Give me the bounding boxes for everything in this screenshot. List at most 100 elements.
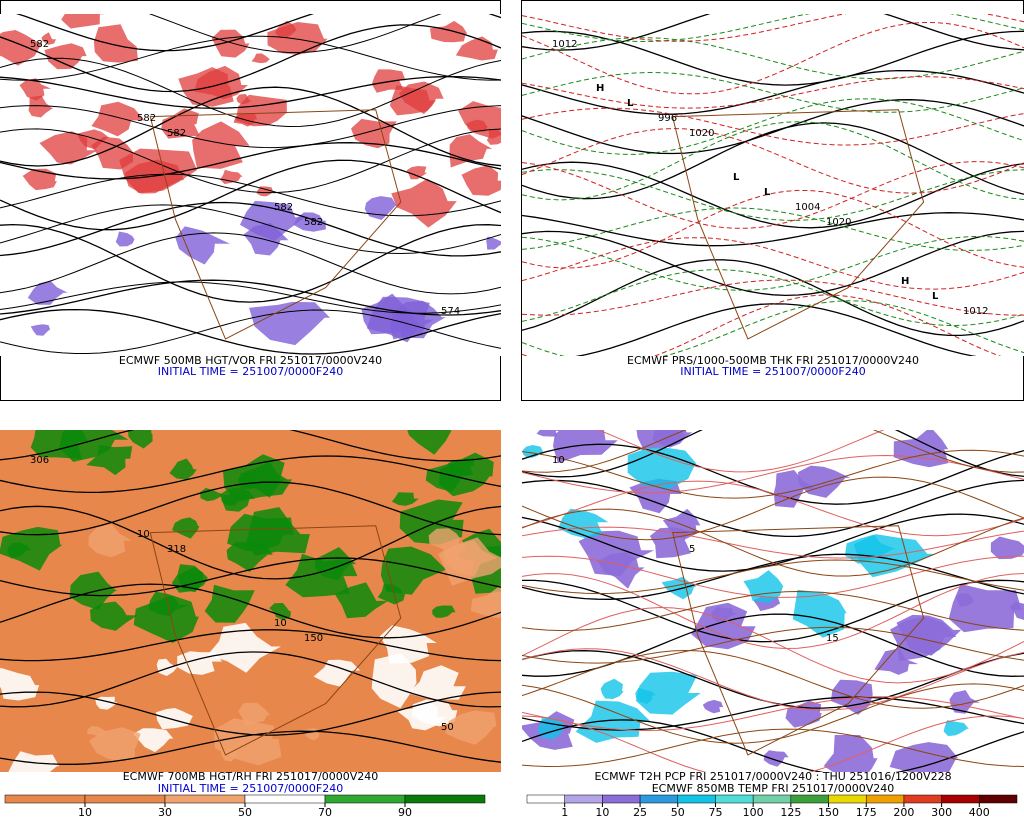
field-patch: [949, 690, 980, 714]
colorbar-segment: [564, 794, 603, 804]
contour: [522, 513, 1024, 572]
field-patch: [93, 24, 138, 63]
map-label: L: [932, 291, 939, 302]
contour: [522, 71, 1024, 113]
field-patch: [28, 95, 54, 118]
caption: ECMWF 700MB HGT/RH FRI 251017/0000V240: [123, 770, 379, 783]
field-patch: [156, 658, 178, 676]
map-label: 150: [304, 633, 323, 644]
colorbar-label: 75: [708, 806, 722, 819]
map-label: 574: [441, 306, 460, 317]
colorbar-label: 300: [931, 806, 952, 819]
field-patch: [406, 166, 428, 180]
field-patch: [0, 526, 63, 571]
field-patch: [351, 118, 397, 149]
contour: [15, 14, 501, 52]
field-patch: [702, 699, 724, 714]
contour: [0, 730, 501, 765]
contour: [522, 606, 1024, 684]
field-patch: [990, 536, 1024, 560]
field-patch: [59, 430, 129, 462]
contour: [0, 481, 501, 536]
contour: [522, 526, 1024, 559]
contour: [0, 583, 501, 639]
colorbar-segment: [715, 794, 754, 804]
contour: [522, 14, 1024, 51]
contour: [522, 169, 1024, 221]
contour: [522, 69, 1024, 115]
contour: [0, 128, 501, 194]
colorbar-segment: [979, 794, 1018, 804]
map-label: 1012: [552, 39, 577, 50]
contour: [522, 454, 1024, 494]
field-patch: [553, 430, 618, 464]
field-patch: [763, 750, 789, 767]
caption: ECMWF 850MB TEMP FRI 251017/0000V240: [652, 782, 895, 795]
field-patch: [177, 651, 223, 675]
map-label: 582: [137, 113, 156, 124]
colorbar-segment: [84, 794, 166, 804]
field-patch: [314, 547, 357, 581]
field-patch: [470, 585, 501, 619]
contour: [522, 121, 1024, 201]
field-patch: [239, 200, 305, 241]
map-label: 582: [304, 217, 323, 228]
map-background: [522, 14, 1024, 356]
contour: [0, 75, 501, 109]
field-patch: [371, 653, 417, 709]
colorbar-segment: [526, 794, 565, 804]
field-patch: [380, 546, 448, 595]
field-patch: [178, 567, 211, 593]
colorbar-label: 150: [818, 806, 839, 819]
colorbar-label: 125: [780, 806, 801, 819]
colorbar-label: 90: [398, 806, 412, 819]
field-patch: [361, 293, 417, 335]
contour: [597, 430, 885, 473]
map: 1012 1020 1020 1012 996 1004 L L L H H L: [522, 14, 1024, 356]
contour: [0, 201, 501, 257]
colorbar-label: 50: [671, 806, 685, 819]
field-patch: [948, 584, 1022, 633]
contour: [0, 173, 501, 217]
contour: [522, 189, 1024, 269]
field-patch: [442, 540, 498, 577]
map-label: 1004: [795, 202, 820, 213]
map: 306 318 150 50 10 10: [0, 430, 501, 772]
colorbar-segment: [324, 794, 406, 804]
field-patch: [256, 186, 274, 197]
contour: [0, 557, 501, 597]
colorbar-label: 1: [561, 806, 568, 819]
contour: [522, 99, 1024, 155]
field-patch: [19, 78, 52, 101]
colorbar-label: 50: [238, 806, 252, 819]
contour: [0, 223, 501, 303]
field-patch: [486, 128, 501, 145]
contour: [0, 24, 501, 93]
field-patch: [86, 444, 133, 476]
contour: [0, 35, 501, 81]
field-patch: [240, 461, 289, 498]
field-patch: [235, 94, 287, 127]
coastline: [149, 525, 402, 756]
colorbar-segment: [752, 794, 792, 804]
field-patch: [466, 119, 488, 132]
initial-time: INITIAL TIME = 251007/0000F240: [680, 365, 865, 378]
map-label: L: [764, 187, 771, 198]
field-patch: [627, 447, 697, 490]
contour: [522, 300, 1024, 356]
field-patch: [115, 231, 135, 247]
map-label: 1020: [689, 128, 714, 139]
field-patch: [267, 22, 328, 55]
field-patch: [169, 458, 197, 480]
contour: [522, 127, 1024, 194]
contour: [522, 235, 1024, 291]
field-patch: [432, 605, 456, 618]
field-patch: [889, 742, 959, 772]
caption: ECMWF 500MB HGT/VOR FRI 251017/0000V240: [119, 354, 382, 367]
colorbar-label: 25: [633, 806, 647, 819]
colorbar-label: 10: [595, 806, 609, 819]
field-patch: [172, 517, 200, 539]
field-patch: [461, 165, 501, 196]
coastline: [671, 109, 925, 340]
field-patch: [133, 595, 199, 643]
